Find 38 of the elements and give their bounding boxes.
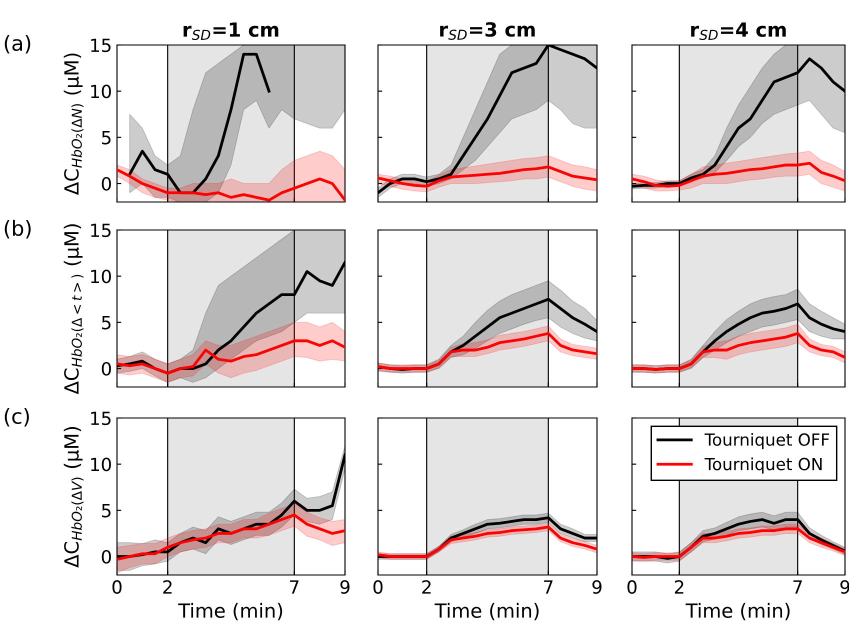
x-tick-label: 2 xyxy=(674,580,684,594)
y-tick-label: 15 xyxy=(91,38,111,52)
x-tick-label: 2 xyxy=(163,580,172,594)
y-tick-label: 5 xyxy=(102,316,111,330)
x-tick-label: 0 xyxy=(373,580,383,594)
y-tick-label: 0 xyxy=(102,362,111,376)
text: (a) xyxy=(4,34,30,54)
x-tick-label: 9 xyxy=(592,580,602,594)
y-tick-label: 15 xyxy=(91,224,111,238)
legend-label: Tourniquet OFF xyxy=(704,433,830,450)
x-axis-title: Time (min) xyxy=(434,602,539,620)
x-tick-label: 2 xyxy=(422,580,431,594)
y-tick-label: 5 xyxy=(102,131,111,144)
y-axis-title: ΔC$_{HbO₂(ΔV)}$ (μM) xyxy=(64,427,84,568)
y-tick-label: 10 xyxy=(91,458,111,472)
chart-title: r$_{SD}$=1 cm xyxy=(184,22,278,40)
x-axis-title: Time (min) xyxy=(686,602,790,620)
x-axis-title: Time (min) xyxy=(178,602,282,620)
y-tick-label: 10 xyxy=(91,84,111,98)
x-tick-label: 7 xyxy=(544,580,553,594)
y-tick-label: 15 xyxy=(91,412,111,426)
y-tick-label: 0 xyxy=(102,176,111,191)
x-tick-label: 9 xyxy=(340,580,350,594)
y-tick-label: 0 xyxy=(102,550,111,564)
y-tick-label: 5 xyxy=(102,504,111,518)
legend-label: Tourniquet ON xyxy=(704,457,822,474)
x-tick-label: 0 xyxy=(627,580,637,594)
chart-title: r$_{SD}$=3 cm xyxy=(440,22,535,40)
text: (c) xyxy=(4,408,29,426)
x-tick-label: 9 xyxy=(840,580,849,594)
y-tick-label: 10 xyxy=(91,270,111,284)
x-tick-label: 7 xyxy=(290,580,299,594)
x-tick-label: 0 xyxy=(112,580,122,594)
x-tick-label: 7 xyxy=(793,580,802,594)
y-axis-title: ΔC$_{HbO₂(Δ<t>)}$ (μM) xyxy=(64,224,84,394)
y-axis-title: ΔC$_{HbO₂(ΔN)}$ (μM) xyxy=(64,54,84,195)
text: (b) xyxy=(4,220,31,238)
chart-title: r$_{SD}$=4 cm xyxy=(691,22,786,40)
